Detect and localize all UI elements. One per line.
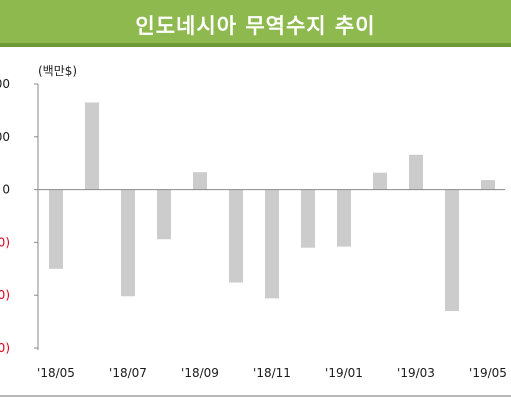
bar	[193, 172, 207, 190]
x-tick-label: '18/09	[181, 366, 219, 380]
x-tick-label: '19/01	[325, 366, 363, 380]
title-bar: 인도네시아 무역수지 추이	[0, 0, 511, 47]
bars	[49, 102, 495, 312]
x-tick-label: '18/07	[109, 366, 147, 380]
unit-label: (백만$)	[38, 64, 77, 78]
y-tick-label: 0	[2, 183, 10, 197]
y-tick-label: 1,000	[0, 130, 10, 144]
bar	[445, 189, 459, 312]
x-tick-label: '19/05	[469, 366, 507, 380]
y-tick-label: (1,000)	[0, 235, 10, 249]
bar	[337, 189, 351, 247]
y-tick-label: 2,000	[0, 77, 10, 91]
bar	[409, 154, 423, 190]
bar	[157, 189, 171, 240]
x-tick-label: '18/11	[253, 366, 291, 380]
chart-title: 인도네시아 무역수지 추이	[135, 14, 376, 38]
bar	[265, 189, 279, 299]
bottom-rule	[0, 395, 511, 397]
bar	[85, 102, 99, 190]
bar	[121, 189, 135, 297]
bar	[481, 180, 495, 190]
bar	[229, 189, 243, 283]
bar	[49, 189, 63, 269]
x-tick-label: '19/03	[397, 366, 435, 380]
bar	[301, 189, 315, 248]
x-ticks: '18/05 '18/07 '18/09 '18/11 '19/01 '19/03 '19/…	[37, 366, 507, 380]
y-ticks: 2,000 1,000 0 (1,000) (2,000) (3,000)	[0, 77, 38, 355]
y-tick-label: (3,000)	[0, 341, 10, 355]
bar	[373, 172, 387, 190]
x-tick-label: '18/05	[37, 366, 75, 380]
y-tick-label: (2,000)	[0, 288, 10, 302]
